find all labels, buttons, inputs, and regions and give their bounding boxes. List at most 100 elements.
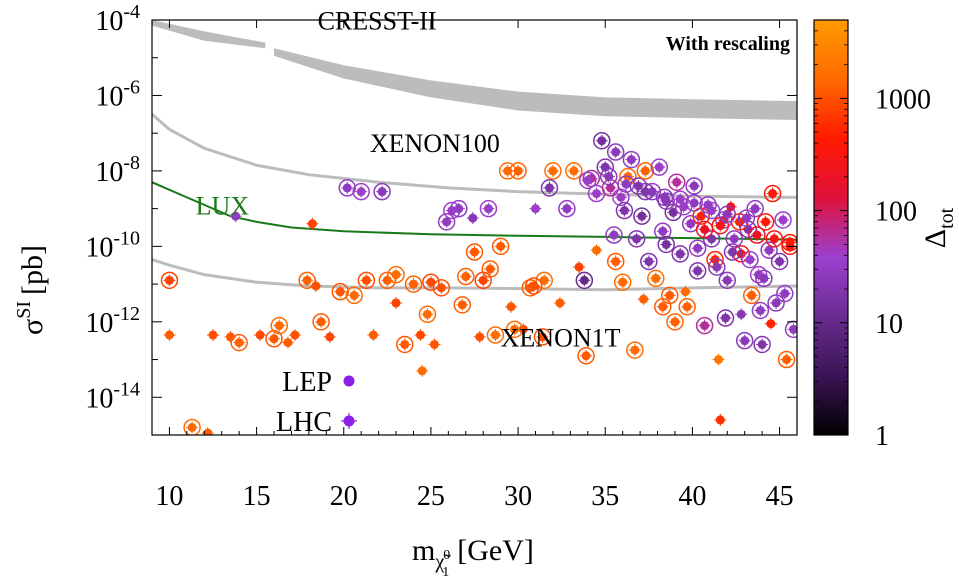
- colorbar-tick-label: 10: [875, 309, 903, 340]
- data-point: [784, 320, 797, 339]
- data-point: [640, 252, 658, 271]
- data-point: [473, 330, 486, 343]
- data-points: [160, 131, 797, 456]
- data-point: [695, 220, 714, 239]
- data-point: [533, 328, 552, 346]
- data-point: [437, 213, 456, 231]
- x-tick-label: 10: [155, 481, 183, 512]
- data-point: [753, 335, 771, 354]
- data-point: [685, 194, 703, 212]
- data-point: [432, 279, 451, 297]
- data-point: [708, 258, 726, 276]
- data-point: [309, 279, 322, 292]
- data-point: [553, 296, 566, 309]
- data-point: [163, 329, 176, 342]
- data-point: [763, 184, 782, 203]
- data-point: [357, 271, 376, 290]
- data-point: [718, 205, 737, 224]
- data-point: [453, 296, 472, 314]
- data-point: [491, 237, 510, 256]
- x-axis-ticks: 10 15 20 25 30 35 40 45: [155, 20, 798, 512]
- data-point: [636, 162, 655, 180]
- colorbar: [813, 19, 849, 436]
- data-point: [760, 241, 778, 259]
- x-tick-label: 15: [243, 481, 271, 512]
- curve-labels: CRESST-II XENON100 LUX XENON1T: [196, 6, 621, 352]
- data-point: [654, 222, 672, 241]
- data-point: [599, 167, 618, 186]
- data-point: [201, 427, 214, 435]
- data-point: [716, 309, 735, 327]
- curve-lux: [152, 181, 797, 241]
- data-point: [418, 305, 437, 324]
- data-point: [681, 214, 700, 233]
- limit-curves: [152, 20, 797, 292]
- data-point: [755, 269, 773, 288]
- data-point: [573, 261, 586, 274]
- data-point: [367, 329, 380, 342]
- plot-frame: [151, 19, 798, 436]
- data-point: [688, 239, 707, 257]
- data-point: [735, 308, 748, 321]
- colorbar-tick-label: 100: [875, 197, 917, 228]
- curve-xenon100: [152, 113, 797, 199]
- data-point: [737, 209, 756, 227]
- data-point: [712, 353, 725, 366]
- legend-label-lhc: LHC: [276, 407, 332, 438]
- data-point: [265, 330, 283, 348]
- y-axis-label: σSI[pb]: [13, 245, 49, 335]
- y-tick-label: 10-8: [95, 152, 140, 188]
- y-tick-label: 10-12: [85, 303, 140, 339]
- data-point: [702, 201, 721, 220]
- data-point: [479, 199, 498, 218]
- data-point: [422, 273, 440, 291]
- data-point: [338, 179, 356, 197]
- data-point: [626, 341, 644, 359]
- data-point: [579, 171, 597, 190]
- legend-marker-lep: [343, 375, 355, 387]
- data-point: [577, 347, 595, 365]
- data-point: [254, 329, 267, 342]
- y-tick-label: 10-4: [95, 1, 140, 37]
- data-point: [229, 210, 242, 223]
- data-point: [505, 320, 524, 339]
- colorbar-label: Δtot: [919, 207, 958, 248]
- data-point: [207, 329, 220, 342]
- data-point: [373, 182, 391, 201]
- data-point: [601, 179, 620, 197]
- data-point: [777, 350, 796, 369]
- data-point: [678, 297, 696, 316]
- data-point: [650, 158, 669, 176]
- data-point: [685, 177, 703, 195]
- curve-label-xenon100: XENON100: [370, 129, 500, 158]
- data-point: [465, 243, 484, 261]
- data-point: [606, 143, 625, 161]
- data-point: [509, 162, 527, 180]
- data-point: [474, 271, 492, 290]
- data-point: [667, 173, 686, 191]
- x-tick-label: 45: [766, 481, 794, 512]
- legend-label-lep: LEP: [282, 367, 332, 398]
- curve-label-cresst-ii: CRESST-II: [318, 6, 437, 35]
- data-point: [298, 271, 316, 290]
- data-point: [281, 336, 294, 349]
- x-tick-label: 25: [417, 481, 445, 512]
- data-point: [718, 271, 737, 290]
- x-tick-label: 30: [504, 481, 532, 512]
- data-point: [742, 286, 761, 305]
- data-point: [387, 265, 405, 284]
- rescaling-annotation: With rescaling: [666, 33, 790, 55]
- data-point: [695, 316, 714, 335]
- data-point: [723, 243, 742, 261]
- data-point: [671, 245, 689, 263]
- data-point: [654, 297, 672, 316]
- data-point: [765, 230, 784, 248]
- data-point: [756, 213, 775, 231]
- data-point: [593, 131, 611, 150]
- data-point: [732, 444, 744, 456]
- data-point: [615, 201, 634, 220]
- curve-cresst-ii-1: [274, 48, 797, 120]
- data-point: [352, 182, 370, 201]
- data-point: [544, 162, 562, 180]
